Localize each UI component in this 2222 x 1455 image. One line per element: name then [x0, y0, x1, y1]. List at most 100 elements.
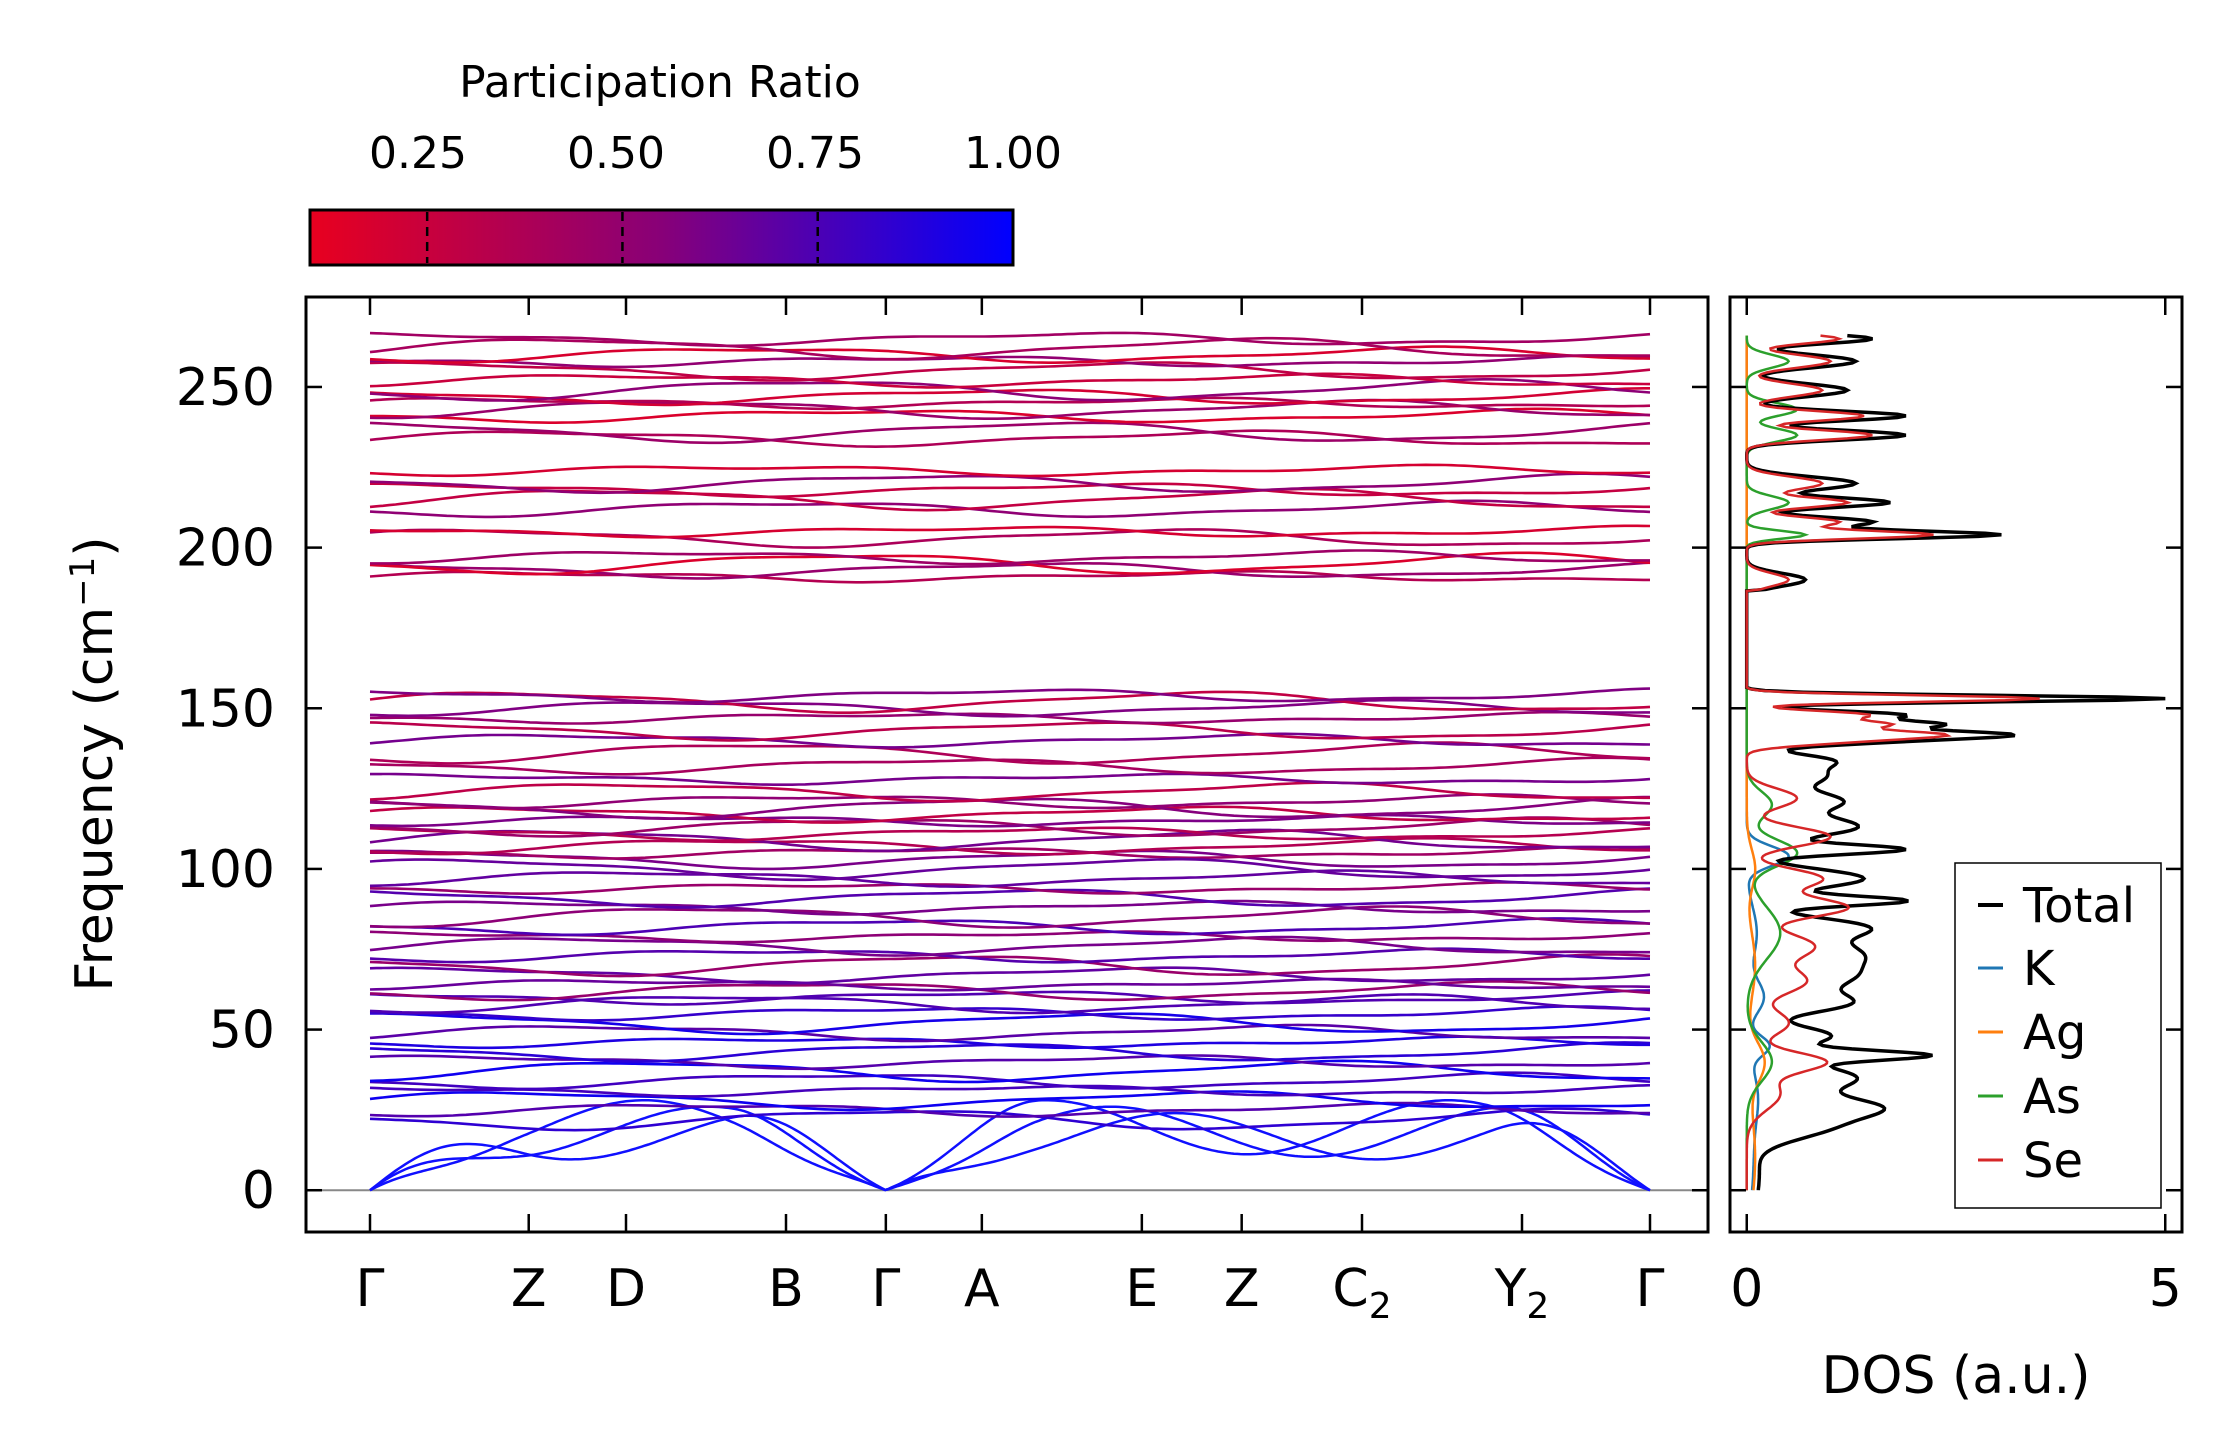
colorbar-tick-label: 0.50 [567, 128, 665, 179]
kpoint-label: Y2 [1494, 1259, 1550, 1327]
band-line [369, 899, 1651, 916]
dos-lines [1744, 333, 2166, 1191]
dos-plot-frame [1728, 295, 2184, 1234]
legend-box [1954, 862, 2162, 1209]
band-line [370, 482, 1651, 499]
dos-line-se [1745, 334, 2040, 1191]
band-line [369, 881, 1651, 895]
y-tick-label: 150 [176, 679, 275, 739]
legend: Total K Ag As Se [1954, 862, 2162, 1209]
band-line [369, 372, 1651, 389]
band-line [370, 549, 1650, 566]
band-line [369, 1059, 1651, 1084]
band-line [370, 710, 1651, 725]
band-plot-frame [304, 295, 1710, 1234]
band-line [369, 1005, 1651, 1022]
kpoint-label: C2 [1332, 1259, 1391, 1327]
band-line [369, 732, 1651, 749]
band-line [369, 361, 1651, 382]
band-line [369, 463, 1651, 478]
band-line [369, 826, 1651, 842]
dos-x-tick-label: 0 [1730, 1259, 1763, 1319]
band-line [369, 795, 1651, 820]
legend-label: K [2023, 941, 2056, 997]
band-line [369, 905, 1651, 929]
kpoint-label: D [606, 1259, 646, 1319]
colorbar-tick-label: 0.75 [766, 128, 864, 179]
colorbar-ticks [425, 212, 819, 263]
acoustic-branch [369, 1111, 1651, 1192]
legend-label: Total [2022, 878, 2135, 934]
band-line [369, 816, 1651, 838]
band-line [369, 1023, 1651, 1043]
band-x-axis: Γ Z D B Γ A E Z C2 Y2 Γ [356, 297, 1665, 1327]
band-line [369, 336, 1651, 361]
band-line [369, 887, 1651, 909]
kpoint-label: Γ [871, 1259, 900, 1319]
y-tick-label: 100 [176, 840, 275, 900]
band-line [369, 857, 1651, 882]
band-line [369, 977, 1651, 992]
band-line [369, 917, 1651, 937]
band-line [369, 398, 1651, 420]
band-line [369, 756, 1651, 776]
band-line [369, 1107, 1651, 1132]
kpoint-label: Γ [1636, 1259, 1665, 1319]
dos-x-tick-label: 5 [2149, 1259, 2182, 1319]
band-line [369, 1035, 1650, 1050]
band-line [369, 331, 1651, 348]
kpoint-label: Z [511, 1259, 547, 1319]
kpoint-label: E [1125, 1259, 1158, 1319]
band-line [369, 387, 1650, 407]
band-line [370, 1012, 1651, 1036]
kpoint-label: Γ [356, 1259, 385, 1319]
colorbar-title: Participation Ratio [459, 57, 861, 108]
band-line [369, 421, 1651, 445]
dos-line-total [1744, 333, 2166, 1191]
band-line [369, 1083, 1651, 1098]
band-line [370, 354, 1651, 369]
band-line [369, 953, 1651, 978]
band-line [370, 845, 1651, 860]
band-line [369, 793, 1651, 810]
band-line [369, 935, 1650, 957]
y-tick-label: 50 [209, 1001, 275, 1061]
band-y-axis: 0 50 100 150 200 250 [176, 358, 1708, 1221]
band-line [369, 687, 1651, 704]
y-tick-label: 0 [242, 1161, 275, 1221]
colorbar: Participation Ratio 0.25 0.50 0.75 1.00 [308, 57, 1062, 267]
band-line [369, 721, 1651, 742]
band-lines [306, 331, 1708, 1192]
colorbar-tick-label: 0.25 [369, 128, 467, 179]
band-line [369, 993, 1651, 1015]
band-line [369, 966, 1651, 985]
band-line [370, 772, 1651, 786]
band-line [369, 781, 1650, 803]
x-axis-label: DOS (a.u.) [1822, 1346, 2091, 1406]
y-tick-label: 250 [176, 358, 275, 418]
band-line [369, 1090, 1651, 1112]
dos-line-k [1745, 335, 1791, 1191]
legend-label: Ag [2023, 1005, 2086, 1061]
acoustic-branch [369, 1105, 1651, 1192]
band-line [369, 407, 1651, 424]
band-line [369, 930, 1651, 944]
kpoint-label: A [964, 1259, 1000, 1319]
band-line [369, 499, 1651, 519]
band-line [369, 345, 1651, 364]
legend-label: Se [2023, 1133, 2083, 1189]
colorbar-gradient [308, 208, 1015, 267]
band-line [369, 570, 1650, 584]
kpoint-label: B [768, 1259, 804, 1319]
y-axis-label: Frequency (cm−1) [63, 536, 125, 991]
band-line [369, 805, 1651, 824]
band-line [369, 698, 1650, 718]
band-line [369, 813, 1650, 828]
band-line [369, 836, 1650, 856]
band-line [369, 524, 1651, 539]
colorbar-tick-label: 1.00 [964, 128, 1062, 179]
